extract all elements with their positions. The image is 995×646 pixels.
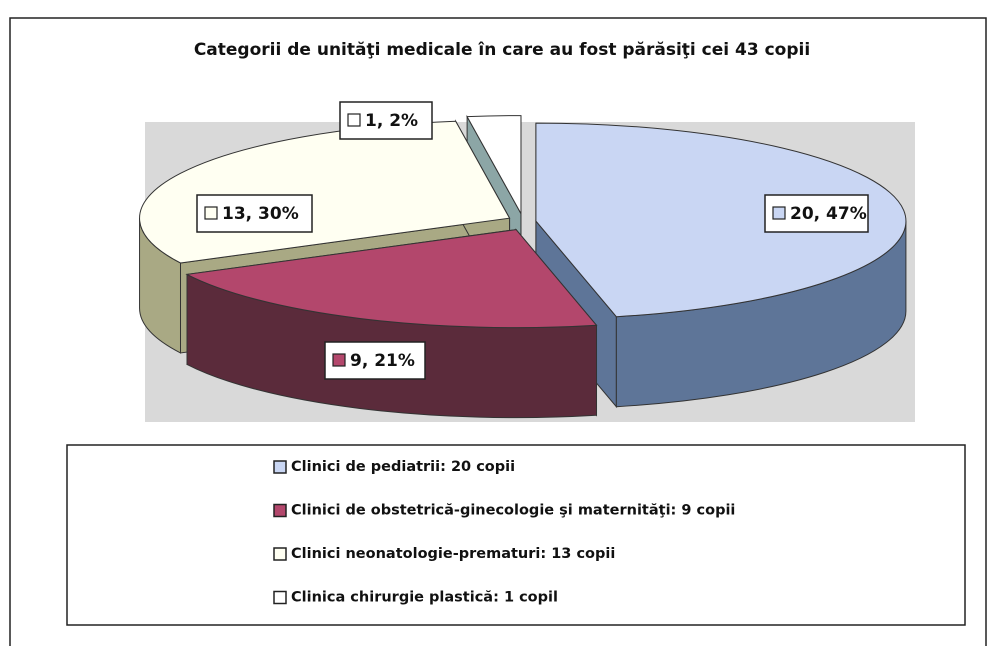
legend-key bbox=[273, 503, 287, 518]
legend-label: Clinici de obstetrică-ginecologie şi mat… bbox=[291, 503, 735, 519]
slice bbox=[466, 115, 522, 216]
slice bbox=[185, 229, 598, 329]
data-label-key bbox=[772, 206, 786, 220]
data-label-key bbox=[332, 353, 346, 367]
data-label: 1, 2% bbox=[365, 111, 418, 131]
legend-box bbox=[66, 444, 966, 626]
slice bbox=[535, 122, 907, 318]
legend-label: Clinici de pediatrii: 20 copii bbox=[291, 459, 515, 475]
chart-title: Categorii de unităţi medicale în care au… bbox=[194, 40, 810, 60]
legend-key bbox=[273, 590, 287, 605]
legend-label: Clinici neonatologie-prematuri: 13 copii bbox=[291, 546, 615, 562]
data-label: 9, 21% bbox=[350, 351, 415, 371]
data-label: 13, 30% bbox=[222, 204, 299, 224]
legend-key bbox=[273, 460, 287, 474]
data-label-key bbox=[347, 113, 361, 127]
legend-label: Clinica chirurgie plastică: 1 copil bbox=[291, 590, 558, 606]
data-label-key bbox=[204, 206, 218, 220]
data-label: 20, 47% bbox=[790, 204, 867, 224]
legend-key bbox=[273, 547, 287, 561]
frame bbox=[9, 17, 987, 646]
